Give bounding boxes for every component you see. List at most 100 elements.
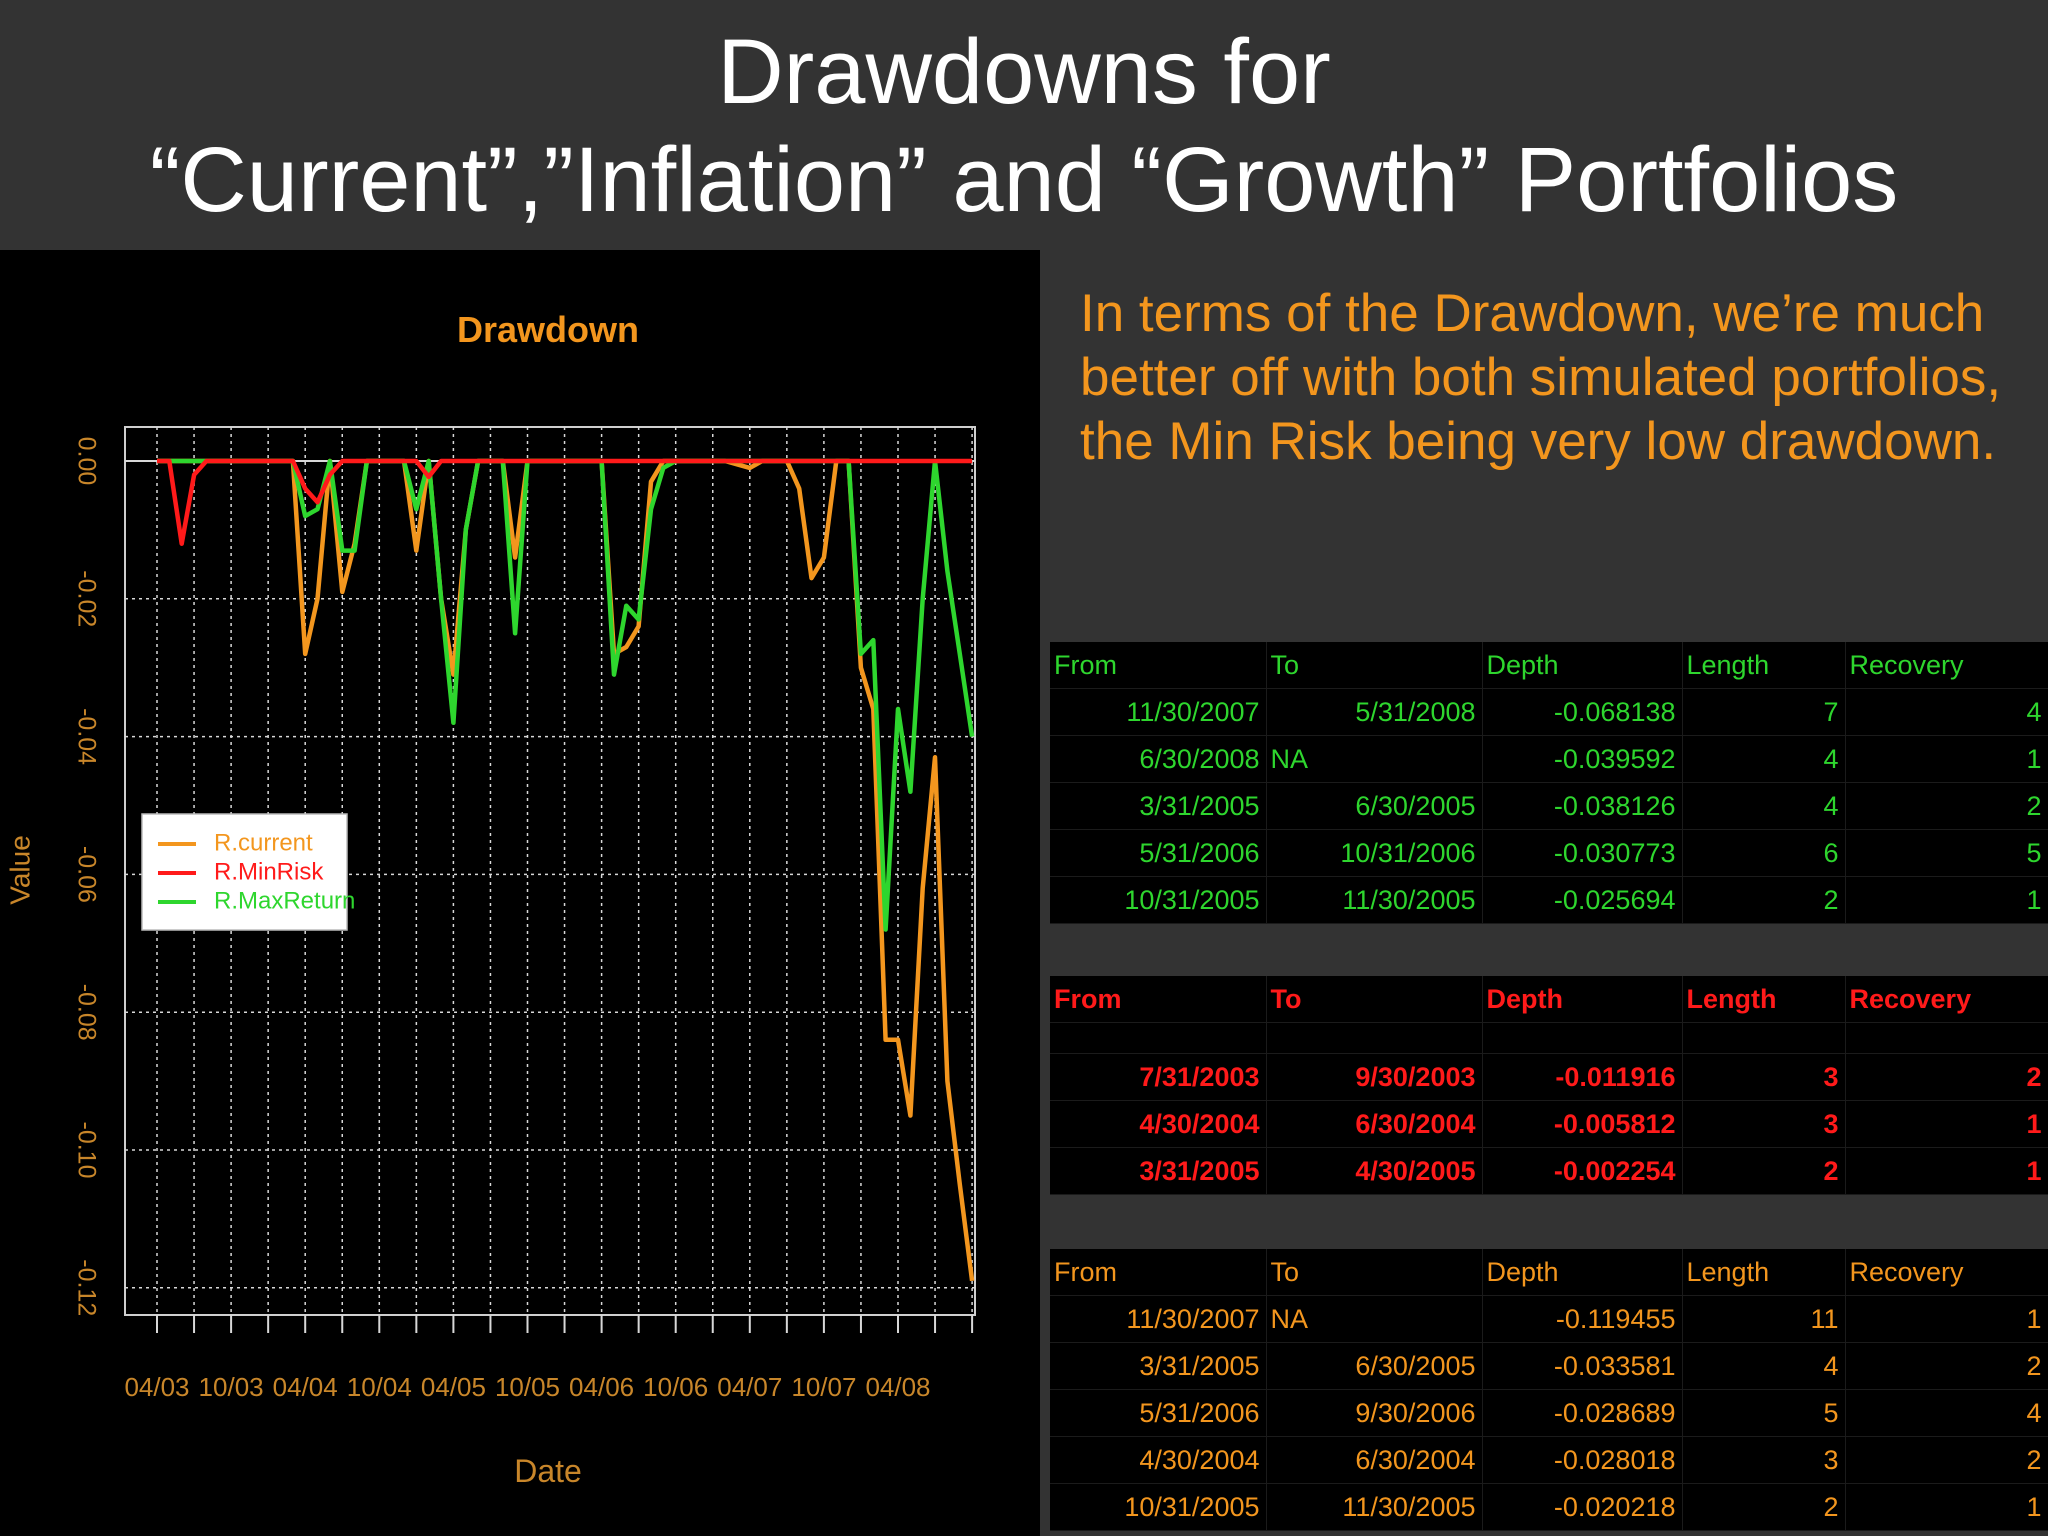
cell-to: 10/31/2006	[1266, 829, 1483, 877]
cell-to: 11/30/2005	[1266, 1483, 1483, 1531]
legend-entry: R.MinRisk	[214, 858, 324, 885]
table-row: 3/31/2005 6/30/2005 -0.033581 4 2	[1050, 1342, 2048, 1390]
y-tick-label: -0.02	[72, 570, 100, 627]
cell-depth: -0.039592	[1482, 735, 1683, 783]
plot-frame	[124, 426, 976, 1316]
header-from: From	[1050, 976, 1267, 1023]
cell-depth: -0.005812	[1482, 1100, 1683, 1148]
cell-to: 6/30/2004	[1266, 1436, 1483, 1484]
cell-recovery: 1	[1845, 1295, 2048, 1343]
legend-entry: R.current	[214, 829, 313, 856]
header-depth: Depth	[1482, 642, 1683, 689]
cell-depth: -0.025694	[1482, 876, 1683, 924]
cell-depth: -0.002254	[1482, 1147, 1683, 1195]
x-tick-label: 04/03	[124, 1372, 189, 1402]
slide-title-line-2: “Current”,”Inflation” and “Growth” Portf…	[149, 129, 1899, 231]
cell-recovery: 4	[1845, 1389, 2048, 1437]
cell-recovery: 2	[1845, 1053, 2048, 1101]
cell-recovery: 1	[1845, 876, 2048, 924]
cell-to: 4/30/2005	[1266, 1147, 1483, 1195]
header-length: Length	[1682, 976, 1846, 1023]
cell-from: 4/30/2004	[1050, 1100, 1267, 1148]
cell-to: 5/31/2008	[1266, 688, 1483, 736]
table-spacer-row	[1050, 1022, 2048, 1054]
cell-from: 11/30/2007	[1050, 1295, 1267, 1343]
cell-depth: -0.068138	[1482, 688, 1683, 736]
cell-to: NA	[1266, 1295, 1483, 1343]
x-tick-label: 10/04	[347, 1372, 412, 1402]
table-row: 6/30/2008 NA -0.039592 4 1	[1050, 735, 2048, 783]
cell-recovery: 1	[1845, 1100, 2048, 1148]
cell-depth: -0.028018	[1482, 1436, 1683, 1484]
cell-from: 11/30/2007	[1050, 688, 1267, 736]
drawdown-table-current: From To Depth Length Recovery 11/30/2007…	[1050, 642, 2048, 924]
table-header-row: From To Depth Length Recovery	[1050, 976, 2048, 1023]
cell-length: 2	[1682, 1483, 1846, 1531]
table-row: 11/30/2007 NA -0.119455 11 1	[1050, 1295, 2048, 1343]
cell-length: 4	[1682, 735, 1846, 783]
y-tick-label: -0.06	[72, 846, 100, 903]
cell-length: 5	[1682, 1389, 1846, 1437]
cell-from: 4/30/2004	[1050, 1436, 1267, 1484]
cell-from: 10/31/2005	[1050, 1483, 1267, 1531]
cell-to: 9/30/2006	[1266, 1389, 1483, 1437]
cell-length: 6	[1682, 829, 1846, 877]
y-axis-label: Value	[4, 835, 35, 905]
table-row: 4/30/2004 6/30/2004 -0.028018 3 2	[1050, 1436, 2048, 1484]
cell-depth: -0.119455	[1482, 1295, 1683, 1343]
cell-from: 5/31/2006	[1050, 1389, 1267, 1437]
table-row: 7/31/2003 9/30/2003 -0.011916 3 2	[1050, 1053, 2048, 1101]
table-row: 10/31/2005 11/30/2005 -0.020218 2 1	[1050, 1483, 2048, 1531]
slide-title: Drawdowns for “Current”,”Inflation” and …	[0, 0, 2048, 250]
commentary-text: In terms of the Drawdown, we’re much bet…	[1080, 284, 2002, 471]
header-length: Length	[1682, 642, 1846, 689]
table-row: 4/30/2004 6/30/2004 -0.005812 3 1	[1050, 1100, 2048, 1148]
table-row: 10/31/2005 11/30/2005 -0.025694 2 1	[1050, 876, 2048, 924]
cell-to: 6/30/2005	[1266, 1342, 1483, 1390]
cell-length: 7	[1682, 688, 1846, 736]
x-axis-label: Date	[514, 1453, 582, 1489]
cell-depth: -0.030773	[1482, 829, 1683, 877]
x-tick-label: 04/05	[421, 1372, 486, 1402]
x-tick-label: 04/06	[569, 1372, 634, 1402]
cell-recovery: 4	[1845, 688, 2048, 736]
header-depth: Depth	[1482, 1249, 1683, 1296]
cell-depth: -0.011916	[1482, 1053, 1683, 1101]
y-tick-label: 0.00	[72, 437, 100, 486]
table-header-row: From To Depth Length Recovery	[1050, 1249, 2048, 1296]
y-tick-label: -0.12	[72, 1259, 100, 1316]
table-row: 3/31/2005 4/30/2005 -0.002254 2 1	[1050, 1147, 2048, 1195]
cell-length: 2	[1682, 876, 1846, 924]
drawdown-chart: 0.00 -0.02 -0.04 -0.06 -0.08 -0.10 -0.12 04/03 1…	[4, 309, 976, 1489]
header-recovery: Recovery	[1845, 642, 2048, 689]
cell-recovery: 2	[1845, 782, 2048, 830]
cell-recovery: 2	[1845, 1342, 2048, 1390]
legend-entry: R.MaxReturn	[214, 887, 355, 914]
x-tick-label: 04/08	[865, 1372, 930, 1402]
x-tick-label: 10/07	[791, 1372, 856, 1402]
cell-recovery: 1	[1845, 1147, 2048, 1195]
chart-title: Drawdown	[457, 309, 639, 350]
x-tick-label: 04/04	[273, 1372, 338, 1402]
header-from: From	[1050, 642, 1267, 689]
table-row: 5/31/2006 9/30/2006 -0.028689 5 4	[1050, 1389, 2048, 1437]
drawdown-table-minrisk: From To Depth Length Recovery 7/31/2003 9…	[1050, 976, 2048, 1195]
cell-recovery: 2	[1845, 1436, 2048, 1484]
cell-from: 6/30/2008	[1050, 735, 1267, 783]
cell-depth: -0.028689	[1482, 1389, 1683, 1437]
cell-from: 7/31/2003	[1050, 1053, 1267, 1101]
x-tick-label: 10/03	[199, 1372, 264, 1402]
header-from: From	[1050, 1249, 1267, 1296]
header-length: Length	[1682, 1249, 1846, 1296]
cell-from: 3/31/2005	[1050, 1342, 1267, 1390]
cell-recovery: 5	[1845, 829, 2048, 877]
drawdown-table-maxreturn: From To Depth Length Recovery 11/30/2007…	[1050, 1249, 2048, 1531]
y-tick-label: -0.08	[72, 984, 100, 1041]
table-row: 3/31/2005 6/30/2005 -0.038126 4 2	[1050, 782, 2048, 830]
cell-depth: -0.038126	[1482, 782, 1683, 830]
header-depth: Depth	[1482, 976, 1683, 1023]
cell-from: 10/31/2005	[1050, 876, 1267, 924]
header-to: To	[1266, 976, 1483, 1023]
x-tick-label: 04/07	[717, 1372, 782, 1402]
cell-to: 6/30/2004	[1266, 1100, 1483, 1148]
